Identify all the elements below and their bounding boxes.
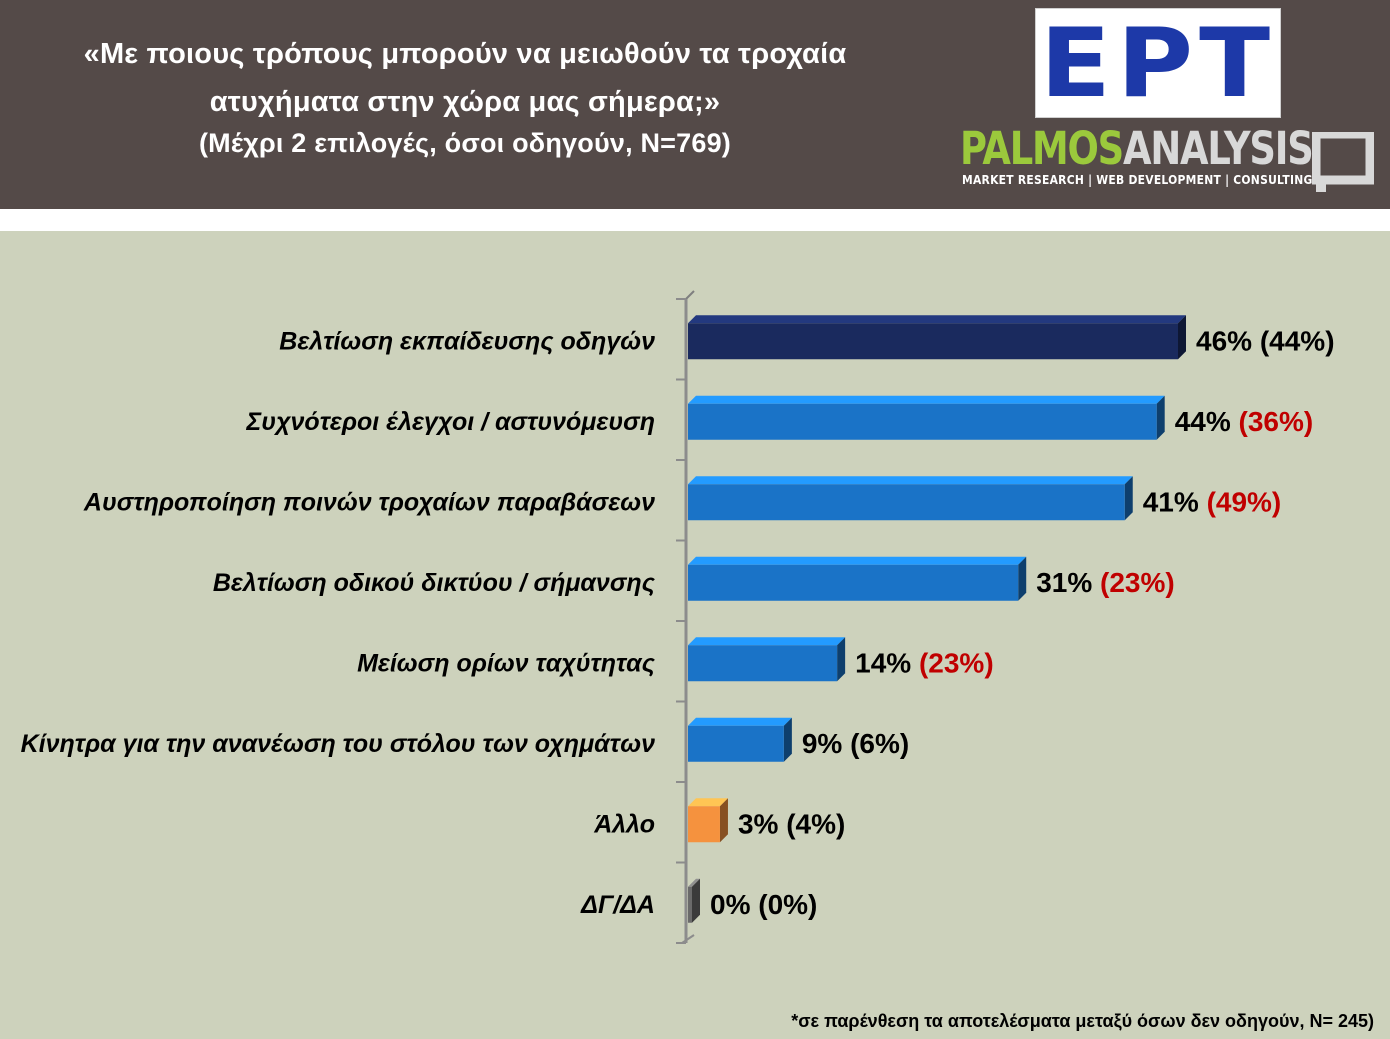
value-label: 44% (36%) xyxy=(1175,406,1314,437)
bar xyxy=(688,806,720,843)
bar-top-face xyxy=(688,315,1186,324)
value-label-primary: 44% xyxy=(1175,406,1239,437)
bar-top-face xyxy=(688,395,1165,404)
palmos-logo-part1: PALMOS xyxy=(960,122,1124,175)
category-label: Κίνητρα για την ανανέωση του στόλου των … xyxy=(21,730,655,758)
palmos-logo-part2: ANALYSIS xyxy=(1123,122,1314,175)
palmos-analysis-logo: PALMOSANALYSIS MARKET RESEARCH | WEB DEV… xyxy=(960,126,1380,200)
chart-subtitle: (Μέχρι 2 επιλογές, όσοι οδηγούν, Ν=769) xyxy=(198,128,731,158)
bar-chart: Βελτίωση εκπαίδευσης οδηγών 46% (44%) Συχν… xyxy=(21,290,1335,944)
category-label: ΔΓ/ΔΑ xyxy=(580,891,655,919)
value-label-secondary: (23%) xyxy=(919,647,994,678)
value-label-primary: 3% xyxy=(738,808,786,839)
plot-area: Βελτίωση εκπαίδευσης οδηγών 46% (44%) Συχν… xyxy=(0,231,1390,1039)
value-label-secondary: (23%) xyxy=(1100,567,1175,598)
value-label-secondary: (0%) xyxy=(758,889,817,920)
bar-top-face xyxy=(688,798,728,807)
value-label-secondary: (36%) xyxy=(1239,406,1314,437)
value-label-primary: 31% xyxy=(1036,567,1100,598)
bar-top-face xyxy=(688,556,1027,565)
category-label: Συχνότεροι έλεγχοι / αστυνόμευση xyxy=(246,408,655,436)
value-label-secondary: (6%) xyxy=(850,728,909,759)
bar xyxy=(688,403,1157,440)
chart-axis-layer xyxy=(676,290,695,944)
header-banner: «Με ποιους τρόπους μπορούν να μειωθούν τ… xyxy=(0,0,1390,209)
ert-logo-text: ΕΡΤ xyxy=(1039,6,1277,120)
value-label-primary: 41% xyxy=(1143,486,1207,517)
palmos-logo-wordmark: PALMOSANALYSIS xyxy=(960,126,1314,171)
value-label-primary: 14% xyxy=(855,647,919,678)
value-label: 14% (23%) xyxy=(855,647,994,678)
value-label: 46% (44%) xyxy=(1196,325,1335,356)
value-label: 9% (6%) xyxy=(802,728,909,759)
palmos-logo-tagline: MARKET RESEARCH | WEB DEVELOPMENT | CONS… xyxy=(962,172,1313,187)
bar xyxy=(688,886,692,923)
bar-top-face xyxy=(688,476,1133,485)
bar-top-face xyxy=(688,717,792,726)
value-label-secondary: (44%) xyxy=(1260,325,1335,356)
bar-side-face xyxy=(719,798,728,843)
bar-side-face xyxy=(1156,395,1165,440)
bar xyxy=(688,484,1125,521)
chart-bars-layer xyxy=(688,315,1186,923)
category-label: Βελτίωση οδικού δικτύου / σήμανσης xyxy=(213,569,656,597)
bar-side-face xyxy=(1124,476,1133,521)
value-label: 41% (49%) xyxy=(1143,486,1282,517)
bar-side-face xyxy=(1018,556,1027,601)
chart-title-line2: ατυχήματα στην χώρα μας σήμερα;» xyxy=(209,86,721,118)
ert-logo: ΕΡΤ xyxy=(1035,8,1281,118)
axis-bottom-edge xyxy=(681,934,695,944)
bar xyxy=(688,725,784,762)
bar-side-face xyxy=(783,717,792,762)
chart-title-line1: «Με ποιους τρόπους μπορούν να μειωθούν τ… xyxy=(83,38,847,70)
axis-top-edge xyxy=(685,290,695,300)
bar xyxy=(688,564,1019,601)
value-label-secondary: (49%) xyxy=(1207,486,1282,517)
value-label: 3% (4%) xyxy=(738,808,845,839)
footnote: *σε παρένθεση τα αποτελέσματα μεταξύ όσω… xyxy=(791,1011,1374,1031)
category-label: Άλλο xyxy=(593,810,655,838)
bar-top-face xyxy=(688,878,700,887)
category-label: Αυστηροποίηση ποινών τροχαίων παραβάσεων xyxy=(83,488,655,516)
bar-top-face xyxy=(688,637,846,646)
bar xyxy=(688,323,1178,360)
value-label-primary: 46% xyxy=(1196,325,1260,356)
value-label: 31% (23%) xyxy=(1036,567,1175,598)
palmos-square-icon xyxy=(1312,132,1374,192)
bar-side-face xyxy=(692,878,700,923)
value-label-primary: 0% xyxy=(710,889,758,920)
chart-labels-layer: Βελτίωση εκπαίδευσης οδηγών 46% (44%) Συχν… xyxy=(21,325,1335,920)
category-label: Βελτίωση εκπαίδευσης οδηγών xyxy=(279,327,655,355)
bar xyxy=(688,645,838,682)
category-label: Μείωση ορίων ταχύτητας xyxy=(357,649,656,677)
bar-side-face xyxy=(837,637,846,682)
value-label-secondary: (4%) xyxy=(786,808,845,839)
bar-side-face xyxy=(1178,315,1186,360)
value-label-primary: 9% xyxy=(802,728,850,759)
value-label: 0% (0%) xyxy=(710,889,817,920)
